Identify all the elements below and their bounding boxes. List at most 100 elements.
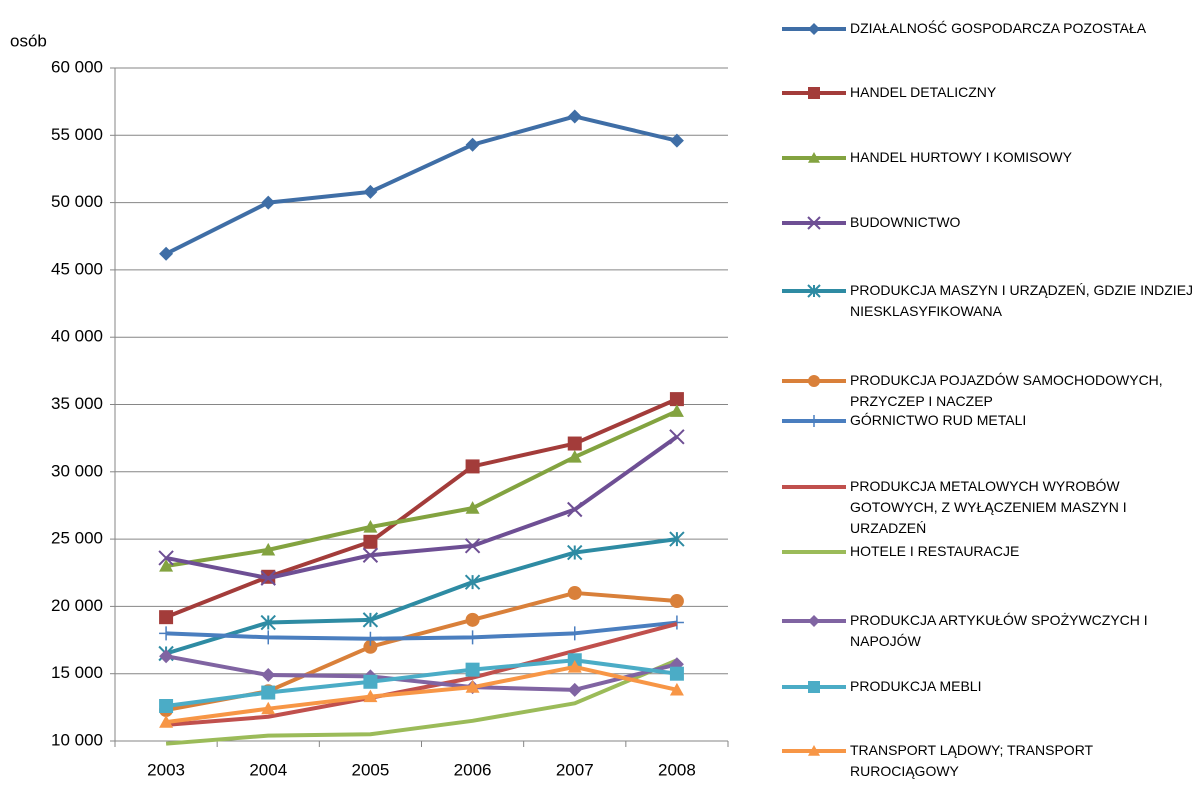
marker <box>567 659 582 673</box>
marker <box>567 501 583 518</box>
x-tick-label: 2005 <box>352 760 390 779</box>
marker <box>567 585 582 600</box>
legend-label: PRODUKCJA MEBLI <box>850 678 982 694</box>
marker <box>362 612 379 628</box>
marker <box>669 404 684 417</box>
marker <box>158 550 174 566</box>
legend-label: PRODUKCJA ARTYKUŁÓW SPOŻYWCZYCH I NAPOJÓ… <box>850 612 1148 649</box>
marker <box>567 682 582 697</box>
series-line <box>165 537 678 656</box>
chart: osób 10 000 15 000 20 000 25 000 30 000 35 00… <box>10 31 729 779</box>
marker <box>808 681 820 693</box>
y-tick-label: 10 000 <box>51 730 103 749</box>
series-line <box>165 664 678 725</box>
series-line <box>165 114 678 256</box>
legend-swatch <box>782 375 846 387</box>
series-line <box>165 654 678 692</box>
marker <box>465 680 480 693</box>
marker <box>260 614 276 631</box>
marker <box>567 626 582 641</box>
marker <box>669 133 684 148</box>
marker <box>465 501 480 514</box>
marker <box>807 216 821 230</box>
marker <box>669 429 685 445</box>
legend: DZIAŁALNOŚĆ GOSPODARCZA POZOSTAŁA HANDEL … <box>780 0 1196 789</box>
marker <box>567 544 583 561</box>
marker <box>567 109 582 124</box>
legend-swatch <box>782 745 846 756</box>
y-tick-label: 15 000 <box>51 663 103 682</box>
marker <box>567 436 582 451</box>
marker <box>567 449 582 463</box>
series-line <box>165 435 679 581</box>
marker <box>465 612 480 627</box>
marker <box>465 630 480 645</box>
marker <box>808 415 820 427</box>
legend-label: DZIAŁALNOŚĆ GOSPODARCZA POZOSTAŁA <box>850 20 1147 36</box>
legend-swatch <box>782 550 846 554</box>
legend-swatch <box>782 681 846 693</box>
marker <box>669 594 684 609</box>
marker <box>261 195 276 210</box>
legend-swatch <box>782 615 846 627</box>
marker <box>261 701 276 715</box>
marker <box>159 626 174 641</box>
series-line <box>165 409 678 568</box>
legend-label: TRANSPORT LĄDOWY; TRANSPORT RUROCIĄGOWY <box>850 742 1093 779</box>
marker <box>260 570 276 586</box>
y-tick-label: 60 000 <box>51 57 103 76</box>
x-tick-label: 2006 <box>454 760 492 779</box>
series-line <box>165 621 678 727</box>
marker <box>464 538 481 554</box>
series-line <box>165 397 678 620</box>
marker <box>159 610 174 625</box>
marker <box>807 284 821 298</box>
marker <box>669 531 685 547</box>
marker <box>261 542 276 556</box>
y-tick-label: 50 000 <box>51 192 103 211</box>
series-line <box>165 658 678 708</box>
marker <box>159 715 174 728</box>
marker <box>465 662 480 677</box>
series-line <box>165 658 678 746</box>
marker <box>465 137 480 152</box>
legend-swatch <box>782 216 846 230</box>
legend-swatch <box>782 87 846 99</box>
legend-swatch <box>782 152 846 163</box>
marker <box>363 184 378 199</box>
marker <box>363 519 378 533</box>
legend-swatch <box>782 23 846 35</box>
x-tick-label: 2004 <box>249 760 287 779</box>
y-tick-label: 55 000 <box>51 125 103 144</box>
legend-label: PRODUKCJA MASZYN I URZĄDZEŃ, GDZIE INDZI… <box>850 282 1194 319</box>
legend-label: HANDEL DETALICZNY <box>850 84 997 100</box>
marker <box>808 23 820 35</box>
legend-label: PRODUKCJA METALOWYCH WYROBÓW GOTOWYCH, Z… <box>850 478 1127 536</box>
marker <box>362 547 379 563</box>
marker <box>669 392 684 407</box>
y-tick-label: 25 000 <box>51 529 103 548</box>
x-tick-label: 2007 <box>556 760 594 779</box>
marker <box>808 87 820 99</box>
marker <box>808 615 820 627</box>
series-line <box>166 620 678 641</box>
legend-label: BUDOWNICTWO <box>850 214 961 230</box>
marker <box>363 639 378 654</box>
marker <box>261 668 276 683</box>
marker <box>363 689 378 703</box>
y-tick-label: 35 000 <box>51 394 103 413</box>
legend-swatch <box>782 485 846 489</box>
x-tick-label: 2003 <box>147 760 185 779</box>
marker <box>464 574 481 590</box>
marker <box>363 631 378 646</box>
legend-label: PRODUKCJA POJAZDÓW SAMOCHODOWYCH, PRZYCZ… <box>850 372 1163 409</box>
y-axis-label: osób <box>10 31 47 50</box>
legend-label: HOTELE I RESTAURACJE <box>850 543 1020 559</box>
legend-swatch <box>782 284 846 298</box>
y-tick-label: 30 000 <box>51 461 103 480</box>
legend-swatch <box>782 415 846 427</box>
marker <box>159 246 174 261</box>
legend-label: HANDEL HURTOWY I KOMISOWY <box>850 149 1072 165</box>
y-tick-label: 40 000 <box>51 327 103 346</box>
